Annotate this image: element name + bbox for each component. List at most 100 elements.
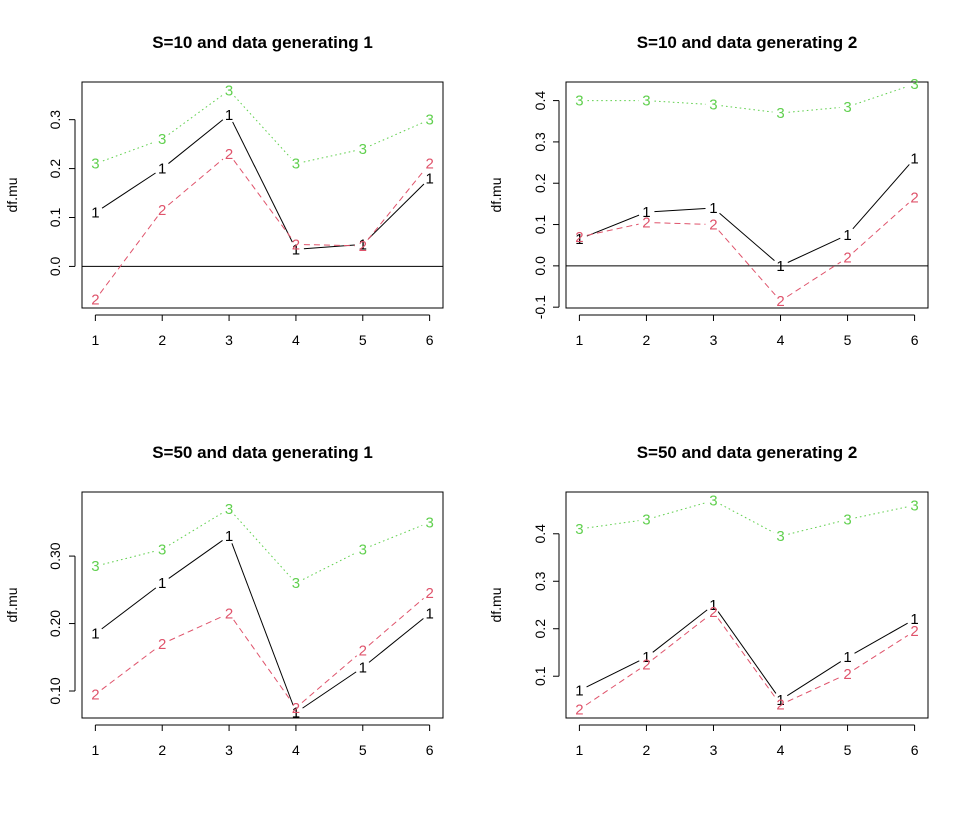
series-2: 2 2 2 2 2 2 xyxy=(91,146,434,309)
panel-1: S=10 and data generating 1df.mu1 2 3 4 5 60.0… xyxy=(4,33,444,348)
y-tick-label: 0.4 xyxy=(532,524,548,544)
data-point-label: 3 xyxy=(843,512,851,529)
panel-title: S=10 and data generating 1 xyxy=(152,33,373,52)
data-point-label: 1 xyxy=(91,626,99,643)
data-point-label: 3 xyxy=(709,493,717,510)
y-tick-label: 0.2 xyxy=(532,173,548,193)
x-tick-label: 4 xyxy=(292,742,300,758)
plot-frame xyxy=(565,491,929,719)
data-point-label: 1 xyxy=(709,200,717,217)
data-point-label: 3 xyxy=(91,558,99,575)
data-point-label: 3 xyxy=(425,112,433,129)
y-tick-label: 0.10 xyxy=(47,677,63,704)
x-tick-label: 4 xyxy=(777,742,785,758)
data-point-label: 1 xyxy=(642,204,650,221)
x-tick-label: 3 xyxy=(710,742,718,758)
series-line-segment xyxy=(721,105,773,113)
series-line-segment xyxy=(586,214,640,237)
y-axis-label: df.mu xyxy=(488,587,504,622)
series-2: 2 2 2 2 2 2 xyxy=(575,190,919,310)
data-point-label: 1 xyxy=(359,659,367,676)
y-tick-label: 0.1 xyxy=(532,215,548,235)
data-point-label: 3 xyxy=(910,497,918,514)
data-point-label: 2 xyxy=(776,293,784,310)
x-tick-label: 6 xyxy=(426,742,434,758)
series-line-segment xyxy=(303,244,355,247)
y-tick-label: 0.30 xyxy=(47,542,63,569)
data-point-label: 2 xyxy=(292,700,300,717)
series-line-segment xyxy=(587,520,639,529)
x-tick-label: 1 xyxy=(91,742,99,758)
x-tick-label: 6 xyxy=(911,742,919,758)
data-point-label: 2 xyxy=(158,202,166,219)
data-point-label: 2 xyxy=(843,250,851,267)
series-line-segment xyxy=(369,122,423,147)
data-point-label: 1 xyxy=(642,649,650,666)
data-point-label: 1 xyxy=(359,236,367,253)
y-axis-label: df.mu xyxy=(488,177,504,212)
series-line-segment xyxy=(102,141,155,162)
data-point-label: 1 xyxy=(292,241,300,258)
series-line-segment xyxy=(720,503,774,533)
data-point-label: 2 xyxy=(910,623,918,640)
series-line-segment xyxy=(787,676,841,702)
y-tick-label: 0.3 xyxy=(47,110,63,130)
data-point-label: 1 xyxy=(910,611,918,628)
data-point-label: 3 xyxy=(292,575,300,592)
data-point-label: 2 xyxy=(225,146,233,163)
series-line-segment xyxy=(788,520,840,535)
series-3: 3 3 3 3 3 3 xyxy=(91,501,434,592)
data-point-label: 2 xyxy=(575,229,583,246)
data-point-label: 3 xyxy=(158,131,166,148)
plot-frame xyxy=(81,491,444,719)
x-tick-label: 3 xyxy=(225,742,233,758)
data-point-label: 3 xyxy=(843,99,851,116)
series-line-segment xyxy=(101,587,157,630)
data-point-label: 1 xyxy=(292,705,300,722)
series-line-segment xyxy=(302,552,356,580)
series-line-segment xyxy=(652,616,708,660)
data-point-label: 3 xyxy=(575,93,583,110)
series-line-segment xyxy=(786,661,842,697)
series-3: 3 3 3 3 3 3 xyxy=(91,82,434,172)
series-line-segment xyxy=(231,543,294,706)
y-tick-label: -0.1 xyxy=(532,295,548,319)
series-line-segment xyxy=(719,212,775,262)
x-tick-label: 1 xyxy=(91,332,99,348)
series-line-segment xyxy=(854,86,908,105)
data-point-label: 3 xyxy=(359,541,367,558)
series-line-segment xyxy=(718,230,776,296)
y-tick-label: 0.1 xyxy=(532,666,548,686)
data-point-label: 2 xyxy=(425,156,433,173)
series-line-segment xyxy=(854,634,909,670)
data-point-label: 2 xyxy=(776,697,784,714)
series-line-segment xyxy=(168,158,224,206)
series-2: 2 2 2 2 2 2 xyxy=(575,604,919,718)
y-tick-label: 0.20 xyxy=(47,610,63,637)
series-line-segment xyxy=(168,512,223,546)
series-line-segment xyxy=(654,208,706,213)
series-line-segment xyxy=(303,150,356,163)
x-tick-label: 6 xyxy=(911,332,919,348)
data-point-label: 3 xyxy=(776,105,784,122)
data-point-label: 3 xyxy=(910,76,918,93)
series-line-segment xyxy=(855,506,907,519)
series-line-segment xyxy=(168,540,223,579)
data-point-label: 2 xyxy=(91,686,99,703)
panel-4: S=50 and data generating 2df.mu1 2 3 4 5 60.1… xyxy=(488,443,929,758)
data-point-label: 3 xyxy=(425,514,433,531)
data-point-label: 2 xyxy=(910,190,918,207)
y-tick-label: 0.2 xyxy=(47,159,63,179)
x-tick-label: 3 xyxy=(225,332,233,348)
series-line-segment xyxy=(234,514,291,578)
data-point-label: 2 xyxy=(158,636,166,653)
series-line-segment xyxy=(652,609,708,653)
data-point-label: 3 xyxy=(225,501,233,518)
data-point-label: 1 xyxy=(843,649,851,666)
series-line-segment xyxy=(233,160,292,239)
x-tick-label: 6 xyxy=(426,332,434,348)
y-tick-label: 0.1 xyxy=(47,208,63,228)
series-line-segment xyxy=(370,524,423,547)
y-axis-label: df.mu xyxy=(4,587,20,622)
data-point-label: 3 xyxy=(575,521,583,538)
